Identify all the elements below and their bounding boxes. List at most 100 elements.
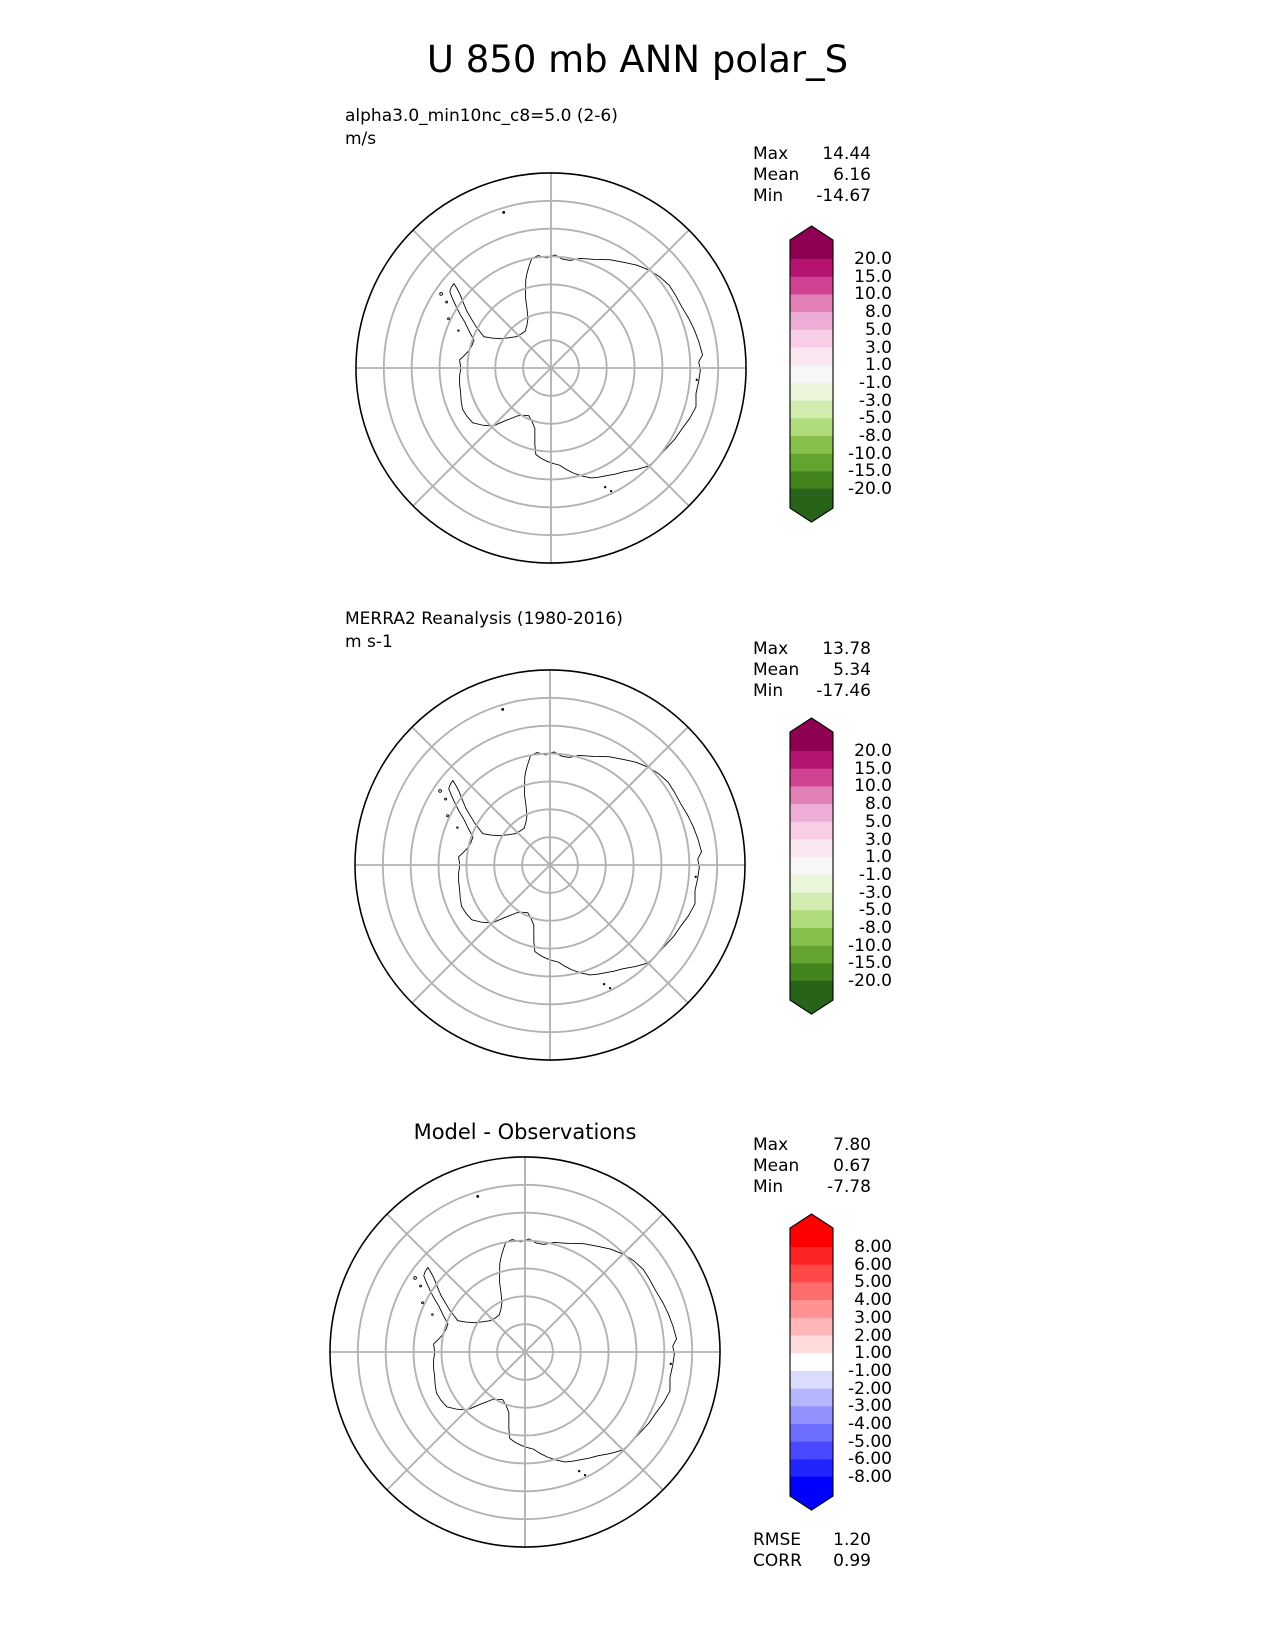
colorbar-observation-ticks: 20.0 15.0 10.0 8.0 5.0 3.0 1.0 -1.0 -3.0 -5.0 -8.0… xyxy=(838,717,892,1017)
polar-map-svg xyxy=(354,669,746,1061)
colorbar-tick-label: 5.0 xyxy=(864,319,892,340)
colorbar-arrow-top xyxy=(790,718,833,752)
panel-diff-title: Model - Observations xyxy=(413,1120,637,1144)
stat-value: 7.80 xyxy=(833,1135,871,1155)
colorbar-segment xyxy=(790,945,833,964)
colorbar-tick-label: -8.0 xyxy=(858,426,892,446)
colorbar-segment xyxy=(790,804,833,823)
stat-row-max: Max 13.78 xyxy=(753,639,871,660)
stat-value: 6.16 xyxy=(833,165,871,185)
panel-obs-subtitle: MERRA2 Reanalysis (1980-2016) xyxy=(345,609,623,629)
colorbar-segment xyxy=(790,1264,833,1283)
colorbar-segment xyxy=(790,927,833,947)
colorbar-segment xyxy=(790,1300,833,1319)
stat-value: 14.44 xyxy=(822,144,871,164)
colorbar-segment xyxy=(790,418,833,437)
colorbar-tick-label: -2.00 xyxy=(848,1378,892,1399)
colorbar-segment xyxy=(790,1370,833,1390)
stat-value: -7.78 xyxy=(827,1177,871,1197)
colorbar-segment xyxy=(790,874,833,894)
colorbar-tick-label: -1.00 xyxy=(848,1360,892,1381)
colorbar-tick-label: 8.0 xyxy=(864,794,892,815)
longitude-gridlines xyxy=(355,172,747,564)
colorbar-tick-label: -20.0 xyxy=(848,479,892,500)
stat-row-mean: Mean 6.16 xyxy=(753,165,871,186)
colorbar-tick-label: -3.0 xyxy=(858,882,892,903)
colorbar-segment xyxy=(790,750,833,770)
colorbar-tick-label: 3.0 xyxy=(864,829,892,850)
colorbar-segment xyxy=(790,1459,833,1478)
stat-label: Mean xyxy=(753,165,800,185)
colorbar-arrow-bottom xyxy=(790,488,833,523)
colorbar-segment xyxy=(790,258,833,278)
colorbar-segment xyxy=(790,1317,833,1337)
stat-row-rmse: RMSE 1.20 xyxy=(753,1530,871,1551)
colorbar-tick-label: -4.00 xyxy=(848,1414,892,1434)
colorbar-svg xyxy=(789,225,834,523)
colorbar-tick-label: -5.0 xyxy=(858,900,892,921)
colorbar-segment xyxy=(790,1388,833,1407)
colorbar-segment xyxy=(790,963,833,982)
colorbar-segment xyxy=(790,435,833,455)
colorbar-segment xyxy=(790,347,833,366)
colorbar-tick-label: -10.0 xyxy=(848,935,892,956)
colorbar-tick-label: -1.0 xyxy=(858,864,892,885)
colorbar-segment xyxy=(790,1441,833,1460)
colorbar-tick-label: 3.0 xyxy=(864,337,892,358)
colorbar-tick-label: 15.0 xyxy=(854,758,892,779)
colorbar-outline xyxy=(789,225,834,523)
colorbar-segment xyxy=(790,839,833,858)
panel-diff-map xyxy=(328,1155,722,1549)
panel-model-map xyxy=(354,171,748,565)
colorbar-segment xyxy=(790,1423,833,1443)
colorbar-segment xyxy=(790,400,833,419)
colorbar-segment xyxy=(790,857,833,876)
stat-label: Mean xyxy=(753,660,800,680)
stat-row-max: Max 7.80 xyxy=(753,1135,871,1156)
colorbar-tick-label: 3.00 xyxy=(854,1307,892,1328)
colorbar-tick-label: 2.00 xyxy=(854,1325,892,1346)
stat-label: Mean xyxy=(753,1156,800,1176)
panel-model-subtitle: alpha3.0_min10nc_c8=5.0 (2-6) xyxy=(345,106,618,126)
colorbar-segment xyxy=(790,786,833,805)
colorbar-svg xyxy=(789,717,834,1015)
longitude-gridlines xyxy=(354,669,746,1061)
colorbar-segment xyxy=(790,329,833,349)
colorbar-segment xyxy=(790,1282,833,1301)
colorbar-tick-label: 1.0 xyxy=(864,847,892,868)
polar-map-svg xyxy=(355,172,747,564)
colorbar-tick-label: -10.0 xyxy=(848,443,892,464)
colorbar-segment xyxy=(790,1353,833,1372)
map-boundary xyxy=(354,669,746,1061)
polar-map-svg xyxy=(329,1156,721,1548)
colorbar-difference xyxy=(789,1213,835,1515)
stat-row-min: Min -7.78 xyxy=(753,1177,871,1198)
colorbar-tick-label: 20.0 xyxy=(854,249,892,269)
stat-value: 13.78 xyxy=(822,639,871,659)
colorbar-outline xyxy=(789,717,834,1015)
colorbar-tick-label: -1.0 xyxy=(858,372,892,393)
colorbar-model xyxy=(789,225,835,527)
colorbar-tick-label: -5.00 xyxy=(848,1431,892,1452)
colorbar-tick-label: 10.0 xyxy=(854,776,892,797)
colorbar-segment xyxy=(790,1335,833,1354)
colorbar-tick-label: -5.0 xyxy=(858,408,892,429)
stat-label: RMSE xyxy=(753,1530,802,1550)
panel-obs-map xyxy=(353,668,747,1062)
stat-row-min: Min -17.46 xyxy=(753,681,871,702)
colorbar-arrow-top xyxy=(790,1214,833,1248)
colorbar-outline xyxy=(789,1213,834,1511)
colorbar-model-ticks: 20.0 15.0 10.0 8.0 5.0 3.0 1.0 -1.0 -3.0 -5.0 -8.0… xyxy=(838,225,892,525)
stat-row-mean: Mean 0.67 xyxy=(753,1156,871,1177)
stat-label: Max xyxy=(753,1135,789,1155)
stat-value: 0.99 xyxy=(833,1551,871,1571)
panel-obs-units: m s-1 xyxy=(345,632,393,652)
stat-value: 1.20 xyxy=(833,1530,871,1550)
stat-label: CORR xyxy=(753,1551,802,1571)
colorbar-segment xyxy=(790,276,833,295)
colorbar-segment xyxy=(790,453,833,472)
colorbar-tick-label: -8.00 xyxy=(848,1467,892,1488)
colorbar-observation xyxy=(789,717,835,1019)
colorbar-tick-label: 4.00 xyxy=(854,1290,892,1311)
colorbar-tick-label: 20.0 xyxy=(854,741,892,761)
